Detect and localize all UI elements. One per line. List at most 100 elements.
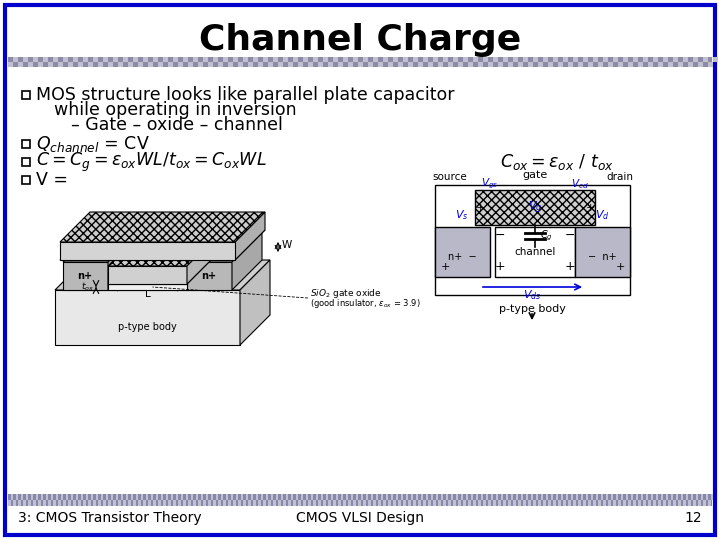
Bar (208, 62, 213, 67)
Bar (548, 62, 553, 67)
Bar (528, 500, 531, 506)
Bar (638, 62, 643, 67)
Bar (183, 500, 186, 506)
Bar (73, 500, 76, 506)
Bar (118, 500, 120, 506)
Bar (66, 494, 68, 500)
Bar (63, 500, 66, 506)
Bar (125, 494, 128, 500)
Bar (688, 500, 690, 506)
Bar (683, 57, 688, 62)
Bar (373, 57, 378, 62)
Bar (123, 500, 125, 506)
Bar (431, 494, 433, 500)
Bar (383, 500, 385, 506)
Text: MOS structure looks like parallel plate capacitor: MOS structure looks like parallel plate … (36, 86, 454, 104)
Bar (290, 494, 293, 500)
Bar (171, 494, 173, 500)
Bar (628, 500, 631, 506)
Bar (621, 494, 623, 500)
Bar (660, 494, 663, 500)
Bar (303, 57, 308, 62)
Bar (358, 500, 361, 506)
Bar (413, 57, 418, 62)
Bar (16, 494, 18, 500)
Bar (83, 57, 88, 62)
Bar (173, 57, 178, 62)
Bar (458, 500, 461, 506)
Bar (150, 494, 153, 500)
Bar (706, 494, 708, 500)
Bar (22, 176, 30, 184)
Bar (183, 57, 188, 62)
Bar (220, 494, 223, 500)
FancyBboxPatch shape (5, 5, 715, 535)
Bar (320, 494, 323, 500)
Bar (338, 500, 341, 506)
Polygon shape (235, 212, 265, 260)
Bar (488, 62, 493, 67)
Bar (133, 57, 138, 62)
Bar (448, 62, 453, 67)
Bar (473, 500, 475, 506)
Bar (470, 494, 473, 500)
Bar (143, 57, 148, 62)
Bar (703, 57, 708, 62)
Bar (423, 500, 426, 506)
Bar (238, 500, 240, 506)
Bar (73, 57, 78, 62)
Bar (173, 500, 176, 506)
Bar (138, 500, 140, 506)
Bar (408, 500, 410, 506)
Bar (463, 57, 468, 62)
Bar (33, 500, 35, 506)
Text: $t_{ox}$: $t_{ox}$ (81, 281, 94, 293)
Bar (130, 494, 133, 500)
Bar (588, 500, 590, 506)
Bar (208, 500, 210, 506)
Bar (708, 62, 713, 67)
Bar (333, 57, 338, 62)
Bar (528, 62, 533, 67)
Bar (338, 62, 343, 67)
Bar (568, 500, 570, 506)
Bar (323, 57, 328, 62)
Bar (608, 62, 613, 67)
Bar (213, 500, 215, 506)
Polygon shape (187, 232, 262, 262)
Bar (58, 500, 60, 506)
Bar (598, 500, 600, 506)
Bar (203, 500, 205, 506)
Text: W: W (282, 240, 292, 250)
Bar (685, 494, 688, 500)
Polygon shape (108, 232, 138, 290)
Bar (583, 57, 588, 62)
Text: −: − (564, 228, 575, 241)
Bar (558, 62, 563, 67)
Bar (533, 57, 538, 62)
Bar (568, 62, 573, 67)
Bar (670, 494, 673, 500)
Bar (368, 500, 371, 506)
Bar (33, 57, 38, 62)
Bar (258, 500, 261, 506)
Bar (508, 500, 510, 506)
Bar (318, 500, 320, 506)
Bar (398, 500, 400, 506)
Bar (543, 57, 548, 62)
Bar (668, 500, 670, 506)
Bar (418, 500, 420, 506)
Text: source: source (432, 172, 467, 182)
Bar (608, 500, 611, 506)
Bar (468, 62, 473, 67)
Bar (223, 57, 228, 62)
Bar (86, 494, 88, 500)
Bar (88, 500, 91, 506)
Bar (248, 62, 253, 67)
Bar (575, 227, 630, 277)
Bar (305, 494, 308, 500)
Bar (558, 500, 560, 506)
Bar (678, 62, 683, 67)
Bar (163, 57, 168, 62)
Bar (163, 500, 166, 506)
